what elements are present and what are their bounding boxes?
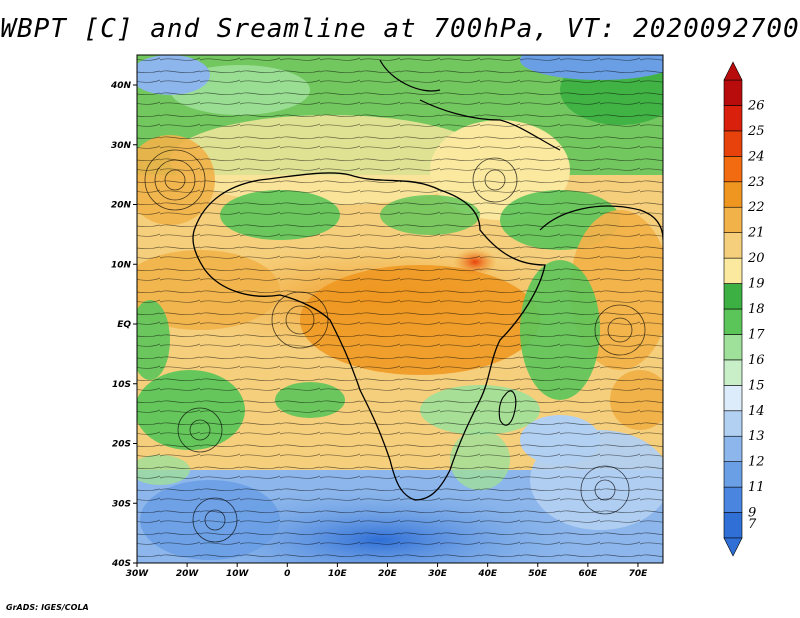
lat-tick-label: 30S [112, 499, 131, 509]
lon-tick-label: 10E [328, 569, 348, 579]
lat-tick-label: 10N [111, 260, 132, 270]
colorbar-max-arrow [723, 61, 743, 81]
colorbar-label: 14 [748, 404, 765, 419]
lat-tick-label: 20S [112, 440, 131, 450]
colorbar-swatch [723, 435, 743, 462]
colorbar-swatch [723, 283, 743, 310]
lon-tick-label: 70E [629, 569, 649, 579]
colorbar-swatch [723, 359, 743, 386]
wbpt-field [137, 55, 663, 563]
lat-tick-label: 10S [112, 380, 131, 390]
colorbar-label: 9 [748, 506, 756, 521]
lat-tick-label: 40N [110, 81, 132, 91]
lat-tick-label: 20N [111, 201, 132, 211]
colorbar-label: 19 [748, 277, 765, 292]
colorbar-swatch [723, 105, 743, 132]
colorbar-swatch [723, 410, 743, 437]
colorbar-label: 11 [748, 480, 765, 495]
colorbar-label: 18 [748, 302, 765, 317]
colorbar-label: 23 [747, 175, 765, 190]
colorbar-label: 22 [747, 200, 765, 215]
grads-credit: GrADS: IGES/COLA [6, 603, 89, 612]
colorbar-swatch [723, 461, 743, 488]
colorbar-min-arrow [723, 537, 743, 557]
lon-tick-label: 20E [378, 569, 398, 579]
colorbar-swatch [723, 232, 743, 259]
lon-tick-label: 60E [579, 569, 599, 579]
colorbar-swatch [723, 512, 743, 539]
colorbar-label: 24 [747, 149, 765, 164]
colorbar-swatch [723, 486, 743, 513]
colorbar-label: 15 [748, 378, 765, 393]
colorbar-swatch [723, 308, 743, 335]
lat-tick-label: 30N [111, 141, 132, 151]
colorbar-swatch [723, 206, 743, 233]
madagascar-outline [498, 390, 517, 426]
colorbar-swatch [723, 130, 743, 157]
colorbar: 79 11 12 13 14 15 16 17 18 19 20 21 22 23 24 25 26 [723, 61, 765, 557]
lon-tick-label: 10W [226, 569, 250, 579]
lon-tick-label: 30W [126, 569, 150, 579]
chart-title: WBPT [C] and Sreamline at 700hPa, VT: 20… [0, 14, 800, 44]
africa-outline [192, 172, 546, 501]
lon-tick-label: 30E [428, 569, 448, 579]
plot-frame [136, 54, 664, 564]
colorbar-swatch [723, 385, 743, 412]
colorbar-label: 7 [748, 517, 757, 532]
colorbar-label: 20 [747, 251, 765, 266]
colorbar-swatch [723, 334, 743, 361]
lon-tick-label: 0 [284, 569, 290, 579]
colorbar-swatch [723, 156, 743, 183]
lon-tick-label: 50E [528, 569, 548, 579]
colorbar-label: 12 [748, 455, 765, 470]
colorbar-label: 13 [748, 429, 765, 444]
colorbar-label: 16 [748, 353, 765, 368]
colorbar-label: 26 [747, 98, 765, 113]
lon-tick-label: 20W [176, 569, 200, 579]
colorbar-label: 17 [748, 327, 765, 342]
colorbar-label: 25 [747, 124, 765, 139]
colorbar-swatch [723, 257, 743, 284]
lat-tick-label: EQ [117, 320, 131, 330]
colorbar-swatch [723, 79, 743, 106]
lon-tick-label: 40E [477, 569, 498, 579]
colorbar-label: 21 [747, 226, 765, 241]
longitude-axis: 30W 20W 10W 0 10E 20E 30E 40E 50E 60E 70E [126, 563, 648, 579]
colorbar-swatch [723, 181, 743, 208]
lat-tick-label: 40S [111, 559, 131, 569]
latitude-axis: 40N 30N 20N 10N EQ 10S 20S 30S 40S [110, 81, 137, 569]
